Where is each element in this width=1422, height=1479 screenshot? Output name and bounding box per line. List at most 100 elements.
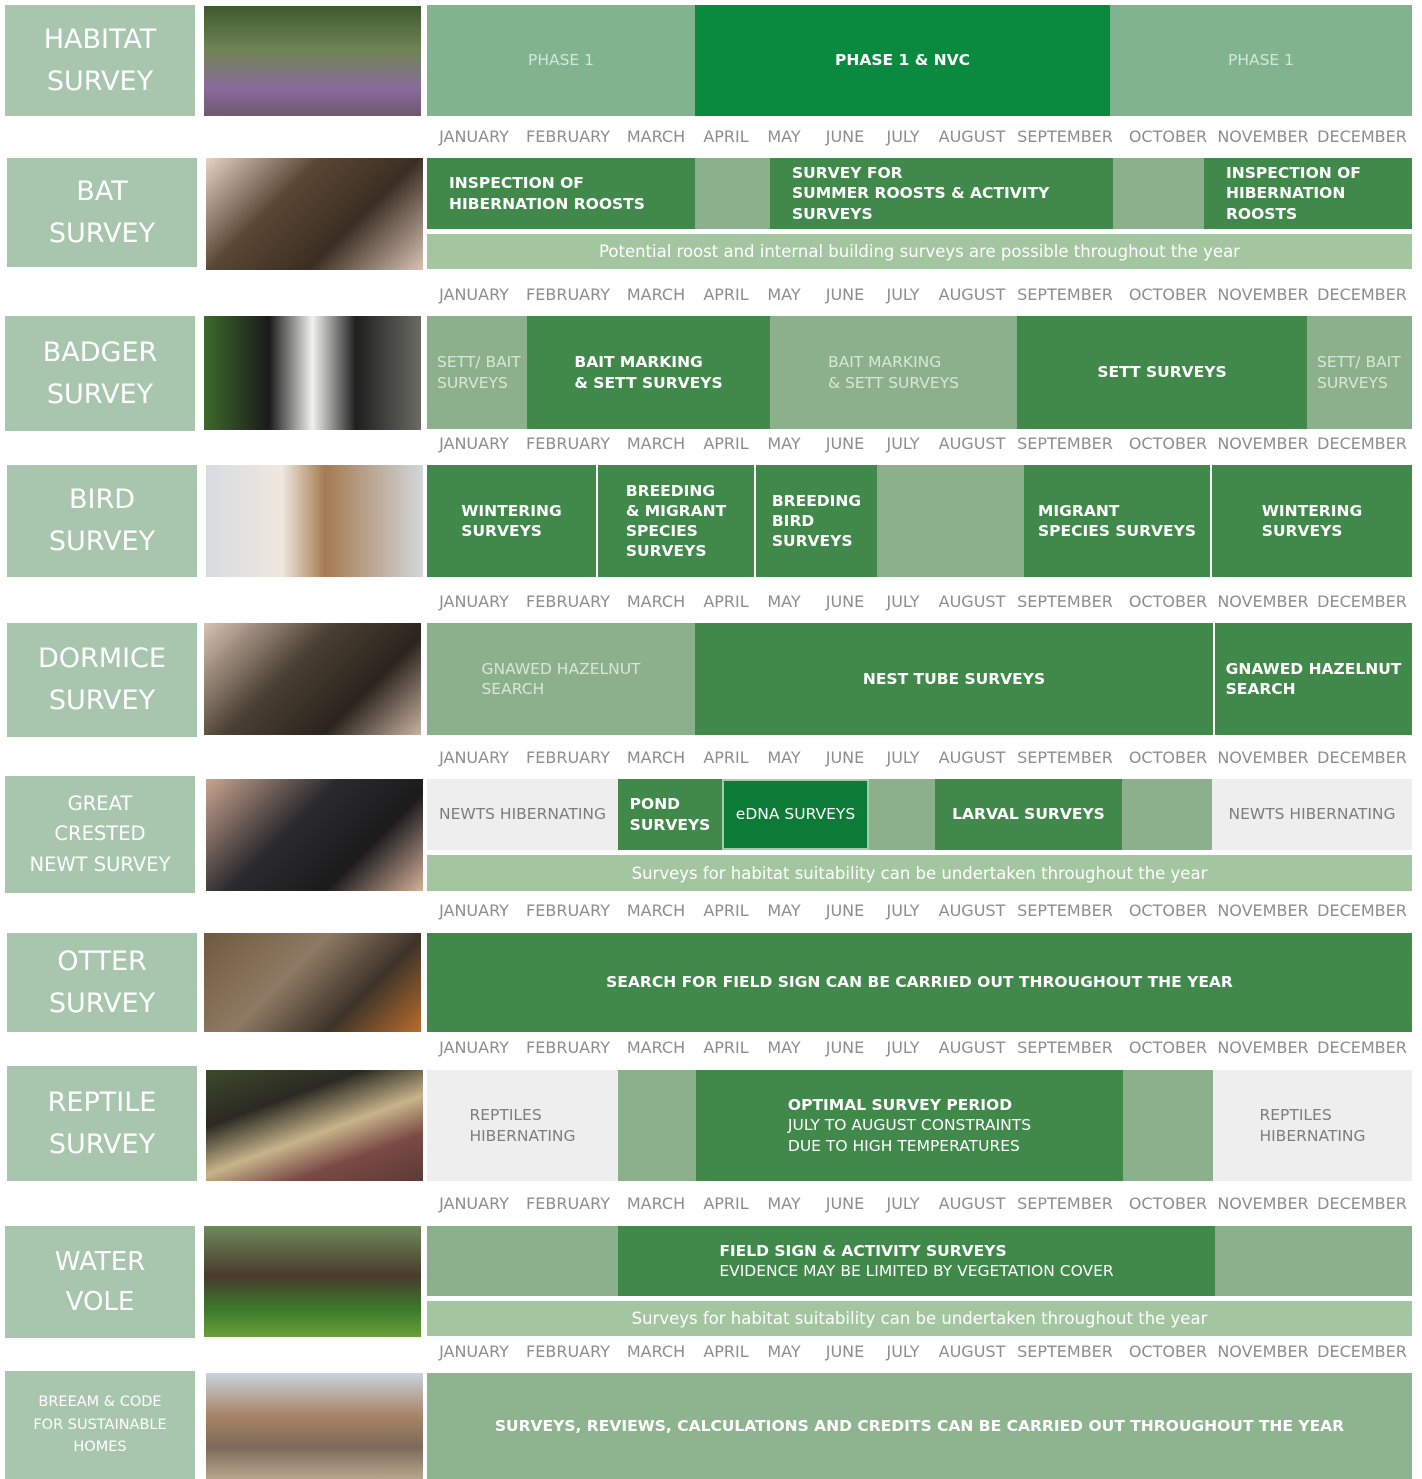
month-label: FEBRUARY — [526, 285, 610, 304]
month-label: APRIL — [703, 434, 749, 453]
month-label: JANUARY — [439, 1038, 509, 1057]
month-label: SEPTEMBER — [1017, 901, 1113, 920]
month-label: MAY — [767, 592, 801, 611]
month-label: DECEMBER — [1317, 748, 1407, 767]
schedule-bar — [1122, 779, 1212, 850]
bar-title: WINTERING SURVEYS — [461, 501, 562, 540]
month-label: MAY — [767, 1038, 801, 1057]
month-label: AUGUST — [938, 592, 1006, 611]
schedule-bar — [1215, 1226, 1412, 1296]
month-label: OCTOBER — [1128, 1342, 1208, 1361]
month-label: JUNE — [825, 901, 865, 920]
bar-title: FIELD SIGN & ACTIVITY SURVEYS — [719, 1241, 1007, 1260]
month-label: APRIL — [703, 1194, 749, 1213]
schedule-bar: PHASE 1 — [1110, 5, 1412, 116]
bar-title: INSPECTION OF HIBERNATION ROOSTS — [1226, 164, 1361, 223]
month-label: APRIL — [703, 1038, 749, 1057]
schedule-bar: SURVEY FOR SUMMER ROOSTS & ACTIVITY SURV… — [770, 158, 1113, 229]
schedule-bar — [1123, 1070, 1213, 1181]
month-label: OCTOBER — [1128, 748, 1208, 767]
schedule-bar: BREEDING & MIGRANT SPECIES SURVEYS — [598, 465, 754, 577]
month-label: MARCH — [626, 1194, 686, 1213]
month-label: SEPTEMBER — [1017, 592, 1113, 611]
photo — [206, 158, 423, 270]
month-label: JUNE — [825, 1038, 865, 1057]
month-label: FEBRUARY — [526, 127, 610, 146]
month-label: JUNE — [825, 592, 865, 611]
bar-text: INSPECTION OF HIBERNATION ROOSTS — [1226, 163, 1412, 223]
bar-title: BREEDING BIRD SURVEYS — [771, 491, 862, 551]
photo — [204, 623, 421, 735]
month-label: NOVEMBER — [1217, 748, 1309, 767]
month-label: FEBRUARY — [526, 1038, 610, 1057]
month-label: JUNE — [825, 127, 865, 146]
month-label: NOVEMBER — [1217, 285, 1309, 304]
schedule-bar: PHASE 1 — [427, 5, 695, 116]
schedule-bar — [618, 1070, 696, 1181]
schedule-bar: NEST TUBE SURVEYS — [695, 623, 1213, 735]
month-label: OCTOBER — [1128, 901, 1208, 920]
month-label: NOVEMBER — [1217, 1038, 1309, 1057]
year-round-note: Surveys for habitat suitability can be u… — [427, 855, 1412, 891]
row-label: WATER VOLE — [5, 1226, 195, 1338]
schedule-bar: SETT/ BAIT SURVEYS — [427, 316, 527, 429]
month-label: JULY — [886, 285, 920, 304]
bar-title: GNAWED HAZELNUT SEARCH — [1225, 659, 1402, 698]
month-label: JULY — [886, 1194, 920, 1213]
month-label: SEPTEMBER — [1017, 1194, 1113, 1213]
bar-text: BREEDING BIRD SURVEYS — [772, 491, 861, 551]
row-label: OTTER SURVEY — [7, 933, 197, 1032]
bar-text: FIELD SIGN & ACTIVITY SURVEYS EVIDENCE MA… — [719, 1241, 1113, 1281]
schedule-bar: BREEDING BIRD SURVEYS — [756, 465, 877, 577]
bar-title: eDNA SURVEYS — [735, 805, 856, 824]
bar-title: OPTIMAL SURVEY PERIOD — [787, 1096, 1013, 1115]
month-label: SEPTEMBER — [1017, 1342, 1113, 1361]
month-label: NOVEMBER — [1217, 592, 1309, 611]
month-label: AUGUST — [938, 127, 1006, 146]
bar-title: REPTILES HIBERNATING — [1259, 1106, 1366, 1145]
bar-title: POND SURVEYS — [629, 795, 711, 834]
month-label: NOVEMBER — [1217, 1194, 1309, 1213]
month-label: AUGUST — [938, 1194, 1006, 1213]
month-label: OCTOBER — [1128, 1194, 1208, 1213]
photo — [206, 1070, 423, 1181]
schedule-bar: LARVAL SURVEYS — [935, 779, 1122, 850]
bar-text: PHASE 1 — [528, 50, 594, 70]
schedule-bar: INSPECTION OF HIBERNATION ROOSTS — [1204, 158, 1412, 229]
month-label: SEPTEMBER — [1017, 748, 1113, 767]
bar-title: SURVEY FOR SUMMER ROOSTS & ACTIVITY SURV… — [792, 164, 1050, 223]
month-label: MARCH — [626, 127, 686, 146]
schedule-bar: SETT SURVEYS — [1017, 316, 1307, 429]
bar-title: LARVAL SURVEYS — [952, 805, 1105, 824]
month-label: JANUARY — [439, 1342, 509, 1361]
month-label: JUNE — [825, 285, 865, 304]
schedule-bar: SETT/ BAIT SURVEYS — [1307, 316, 1412, 429]
bar-text: NEWTS HIBERNATING — [1228, 804, 1395, 824]
photo — [204, 1226, 421, 1337]
month-label: DECEMBER — [1317, 1194, 1407, 1213]
month-label: OCTOBER — [1128, 127, 1208, 146]
month-label: NOVEMBER — [1217, 127, 1309, 146]
month-label: DECEMBER — [1317, 592, 1407, 611]
month-label: SEPTEMBER — [1017, 1038, 1113, 1057]
bar-title: BREEDING & MIGRANT SPECIES SURVEYS — [625, 481, 727, 561]
month-label: JUNE — [825, 1342, 865, 1361]
bar-title: NEWTS HIBERNATING — [1228, 805, 1396, 824]
month-label: MARCH — [626, 901, 686, 920]
bar-title: SURVEYS, REVIEWS, CALCULATIONS AND CREDI… — [494, 1416, 1345, 1435]
schedule-bar: BAIT MARKING & SETT SURVEYS — [770, 316, 1017, 429]
bar-text: LARVAL SURVEYS — [952, 804, 1105, 824]
bar-title: BAIT MARKING & SETT SURVEYS — [827, 353, 960, 392]
photo — [204, 316, 421, 430]
month-label: MARCH — [626, 592, 686, 611]
schedule-bar: eDNA SURVEYS — [722, 779, 869, 850]
bar-text: MIGRANT SPECIES SURVEYS — [1038, 501, 1196, 541]
schedule-bar: REPTILES HIBERNATING — [427, 1070, 618, 1181]
schedule-bar: NEWTS HIBERNATING — [1212, 779, 1412, 850]
month-label: DECEMBER — [1317, 285, 1407, 304]
row-label: DORMICE SURVEY — [7, 623, 197, 737]
month-label: JULY — [886, 1342, 920, 1361]
bar-text: OPTIMAL SURVEY PERIOD JULY TO AUGUST CONS… — [788, 1095, 1031, 1155]
month-label: OCTOBER — [1128, 1038, 1208, 1057]
